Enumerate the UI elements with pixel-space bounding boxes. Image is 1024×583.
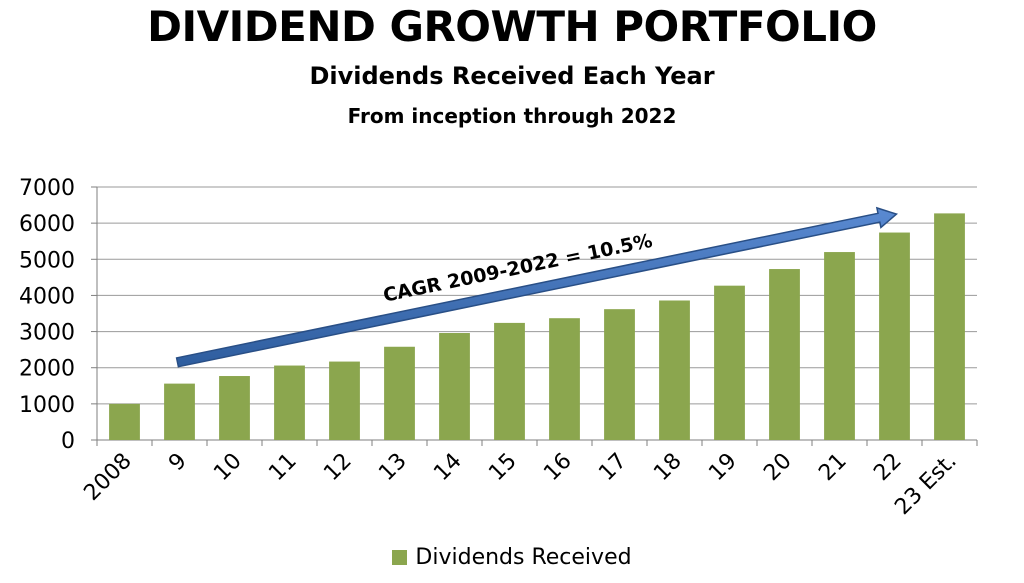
x-tick-label: 20 [759,449,796,486]
x-tick-label: 2008 [79,449,136,506]
y-tick-label: 1000 [19,393,75,418]
bar [934,213,965,440]
x-tick-label: 11 [264,449,301,486]
bar [714,285,745,440]
legend-label: Dividends Received [415,545,632,570]
y-tick-label: 2000 [19,357,75,382]
bar [384,346,415,440]
chart-subtitle: Dividends Received Each Year [309,62,715,90]
x-tick-label: 10 [209,449,246,486]
legend-swatch [392,550,408,565]
y-tick-label: 6000 [19,212,75,237]
x-tick-label: 12 [319,449,356,486]
bar [439,333,470,440]
x-tick-label: 9 [164,449,192,477]
bar [494,322,525,440]
x-tick-label: 15 [484,449,521,486]
bar [659,300,690,440]
bar [604,309,635,440]
x-tick-label: 21 [814,449,851,486]
legend: Dividends Received [0,545,1024,570]
y-tick-label: 0 [61,429,75,454]
x-tick-label: 13 [374,449,411,486]
x-tick-label: 23 Est. [890,449,961,520]
bar [109,403,140,440]
x-tick-label: 19 [704,449,741,486]
x-tick-label: 14 [429,449,466,486]
bar [879,232,910,440]
bar [549,318,580,440]
chart-subtitle-secondary: From inception through 2022 [347,104,677,128]
bar [219,376,250,440]
x-tick-label: 16 [539,449,576,486]
bar [329,361,360,440]
y-tick-label: 5000 [19,248,75,273]
bar [769,269,800,440]
x-tick-label: 22 [869,449,906,486]
bar [164,383,195,440]
y-tick-label: 3000 [19,321,75,346]
chart-title: DIVIDEND GROWTH PORTFOLIO [147,2,877,51]
y-tick-label: 4000 [19,284,75,309]
x-tick-label: 17 [594,449,631,486]
bar [824,252,855,440]
cagr-arrow [175,206,899,368]
y-tick-label: 7000 [19,176,75,201]
bar [274,365,305,440]
x-tick-label: 18 [649,449,686,486]
